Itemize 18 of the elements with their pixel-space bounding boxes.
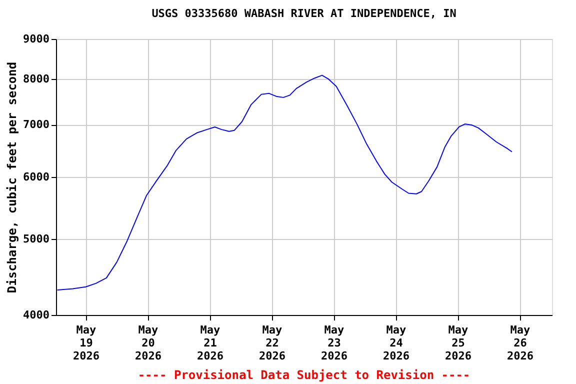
- text: ---- Provisional Data Subject to Revision ----: [138, 368, 470, 382]
- y-tick-label: 5000: [23, 232, 50, 246]
- x-tick-label: May 26 2026: [506, 324, 534, 362]
- x-tick-label: May 20 2026: [134, 324, 162, 362]
- chart-title: USGS 03335680 WABASH RIVER AT INDEPENDENCE, IN: [152, 7, 456, 20]
- y-tick-label: 6000: [23, 170, 50, 184]
- y-tick-label: 9000: [23, 32, 50, 46]
- x-tick-label: May 19 2026: [72, 324, 100, 362]
- x-tick-label: May 25 2026: [444, 324, 472, 362]
- x-tick-label: May 23 2026: [320, 324, 348, 362]
- y-axis-title: Discharge, cubic feet per second: [5, 62, 20, 294]
- line-series: [56, 74, 512, 290]
- y-tick-label: 4000: [23, 308, 50, 322]
- x-tick-label: May 24 2026: [382, 324, 410, 362]
- x-tick-label: May 22 2026: [258, 324, 286, 362]
- y-tick-label: 8000: [23, 72, 50, 86]
- y-tick-label: 7000: [23, 118, 50, 132]
- x-tick-label: May 21 2026: [196, 324, 224, 362]
